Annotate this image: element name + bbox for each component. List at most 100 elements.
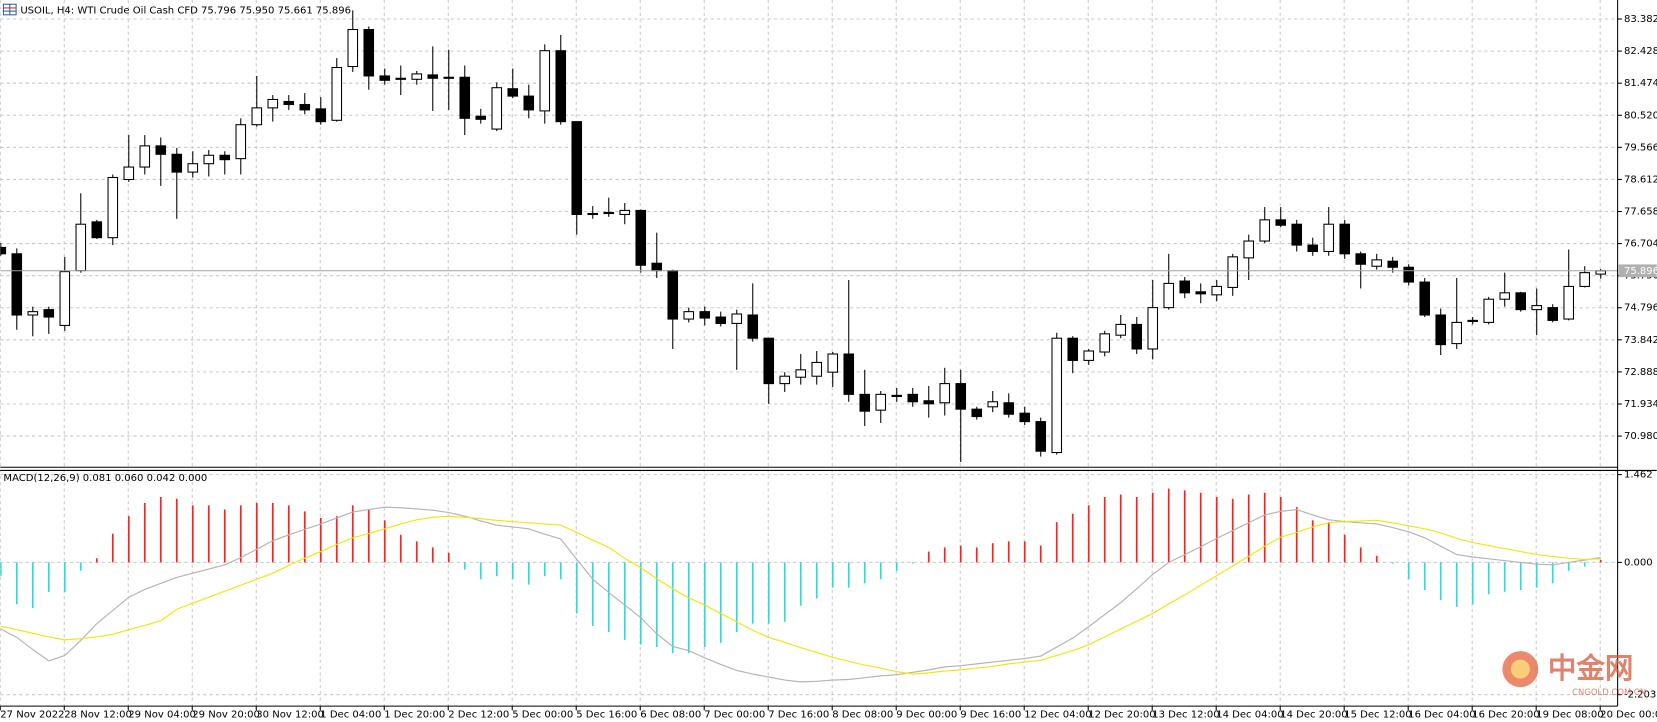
candle-body	[203, 154, 215, 165]
x-tick-label: 12 Dec 04:00	[1024, 710, 1091, 721]
candle-body	[235, 124, 247, 160]
candle-body	[1227, 256, 1239, 288]
x-tick-label: 20 Dec 00:00	[1600, 710, 1657, 721]
candle-body	[331, 66, 343, 121]
candle-body	[251, 107, 263, 126]
candle-body	[1179, 280, 1191, 294]
candle-body	[875, 393, 887, 411]
candle-body	[379, 75, 391, 81]
candle-body	[1483, 298, 1495, 323]
indicator-title: MACD(12,26,9) 0.081 0.060 0.042 0.000	[3, 473, 207, 484]
candle-body	[427, 74, 439, 79]
watermark-brand: 中金网	[1548, 652, 1634, 685]
candle-body	[763, 337, 775, 385]
plot-area	[0, 10, 1618, 683]
candle-body	[827, 353, 839, 373]
candle-body	[347, 28, 359, 68]
candle-body	[747, 314, 759, 339]
candle-body	[1531, 305, 1543, 311]
candle-body	[619, 209, 631, 215]
candle-body	[795, 369, 807, 378]
x-tick-label: 28 Nov 12:00	[64, 710, 132, 721]
y-tick-label: 77.658	[1624, 207, 1657, 218]
candle-body	[1147, 307, 1159, 350]
x-tick-label: 30 Nov 12:00	[256, 710, 324, 721]
candle-body	[1499, 292, 1511, 300]
y-tick-label: 83.382	[1624, 14, 1657, 25]
candle-body	[299, 103, 311, 111]
grid	[0, 0, 1618, 707]
candle-body	[91, 221, 103, 239]
candle-body	[267, 98, 279, 109]
candle-body	[635, 209, 647, 266]
candle-body	[43, 309, 55, 318]
candle-body	[1163, 282, 1175, 309]
candle-body	[1211, 285, 1223, 296]
candle-body	[139, 145, 151, 168]
candle-body	[955, 383, 967, 410]
candle-body	[699, 311, 711, 319]
candle-body	[1051, 337, 1063, 454]
y-tick-label: 73.842	[1624, 335, 1657, 346]
candle-body	[651, 262, 663, 272]
x-tick-label: 16 Dec 20:00	[1472, 710, 1539, 721]
candle-body	[1579, 272, 1590, 287]
x-tick-label: 12 Dec 20:00	[1088, 710, 1155, 721]
candle-body	[1403, 266, 1415, 283]
x-tick-label: 16 Dec 04:00	[1408, 710, 1475, 721]
candle-body	[1259, 219, 1271, 242]
candle-body	[1371, 259, 1383, 267]
chart-title: USOIL, H4: WTI Crude Oil Cash CFD 75.796…	[20, 6, 351, 17]
candle-body	[683, 311, 695, 320]
candle-body	[539, 50, 551, 112]
y-tick-label: 78.612	[1624, 174, 1657, 185]
candle-body	[811, 361, 823, 377]
candle-body	[459, 76, 471, 119]
x-tick-label: 19 Dec 08:00	[1536, 710, 1603, 721]
candle-body	[1003, 402, 1015, 415]
y-tick-label: 79.566	[1624, 142, 1657, 153]
x-tick-label: 9 Dec 00:00	[896, 710, 957, 721]
candle-body	[571, 121, 583, 215]
candle-body	[587, 212, 599, 216]
candle-body	[0, 246, 7, 255]
current-price-label: 75.896	[1624, 266, 1657, 277]
candle-body	[523, 95, 535, 111]
candle-body	[1099, 333, 1111, 353]
candle-body	[107, 176, 119, 239]
watermark: 中金网 CNGOLD.COM.CN	[1502, 651, 1646, 697]
y-tick-label: 74.796	[1624, 303, 1657, 314]
candle-body	[1515, 292, 1527, 311]
y-tick-label: 1.462	[1624, 470, 1653, 481]
candle-body	[443, 76, 455, 79]
x-tick-label: 1 Dec 04:00	[320, 710, 381, 721]
indicator-line	[0, 515, 1601, 675]
candle-body	[219, 154, 231, 161]
indicator-line	[0, 506, 1601, 683]
candle-body	[1115, 323, 1127, 336]
candle-body	[1323, 223, 1335, 252]
y-tick-label: 81.474	[1624, 78, 1657, 89]
candle-body	[731, 313, 743, 324]
y-tick-label: 76.704	[1624, 239, 1657, 250]
y-tick-label: 72.888	[1624, 367, 1657, 378]
x-tick-label: 29 Nov 04:00	[128, 710, 196, 721]
candle-body	[1387, 260, 1399, 268]
y-tick-label: -2.203	[1624, 690, 1656, 701]
x-tick-label: 5 Dec 16:00	[576, 710, 637, 721]
candle-body	[411, 73, 423, 80]
candle-body	[27, 311, 39, 316]
x-tick-label: 1 Dec 20:00	[384, 710, 445, 721]
candle-body	[1291, 223, 1303, 246]
candle-body	[1275, 219, 1287, 226]
watermark-site: CNGOLD.COM.CN	[1572, 687, 1646, 697]
candle-body	[1339, 223, 1351, 255]
x-tick-label: 5 Dec 00:00	[512, 710, 573, 721]
candle-body	[75, 223, 87, 272]
candle-body	[155, 145, 167, 155]
y-tick-label: 70.980	[1624, 431, 1657, 442]
candle-body	[1467, 319, 1479, 322]
candle-body	[11, 253, 23, 316]
